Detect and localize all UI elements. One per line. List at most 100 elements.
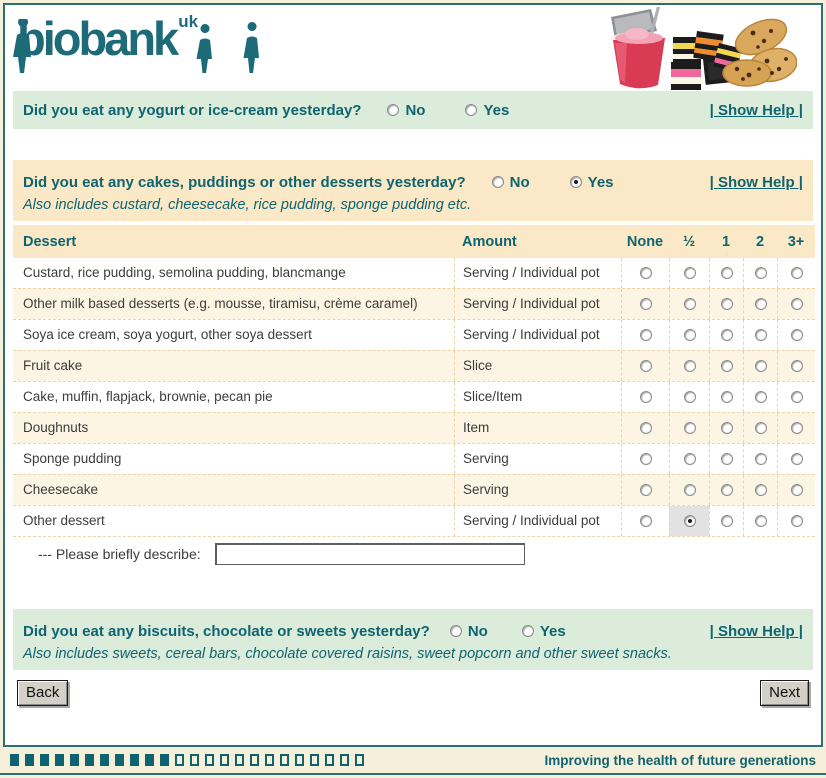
biscuits-yes-radio[interactable] (521, 625, 534, 637)
half-radio[interactable] (683, 453, 696, 465)
one-radio[interactable] (720, 360, 733, 372)
radio-cell-threeplus[interactable] (777, 351, 815, 381)
radio-cell-none[interactable] (621, 413, 669, 443)
two-radio[interactable] (754, 329, 767, 341)
desserts-no-radio[interactable] (491, 176, 504, 188)
two-radio[interactable] (754, 453, 767, 465)
half-radio[interactable] (683, 422, 696, 434)
none-radio[interactable] (639, 391, 652, 403)
radio-cell-half[interactable] (669, 475, 709, 505)
none-radio[interactable] (639, 298, 652, 310)
threeplus-radio[interactable] (790, 391, 803, 403)
half-radio[interactable] (683, 515, 696, 527)
one-radio[interactable] (720, 422, 733, 434)
one-radio[interactable] (720, 453, 733, 465)
yogurt-yes-radio[interactable] (465, 104, 478, 116)
half-radio[interactable] (683, 298, 696, 310)
radio-cell-threeplus[interactable] (777, 475, 815, 505)
radio-cell-none[interactable] (621, 289, 669, 319)
none-radio[interactable] (639, 515, 652, 527)
radio-cell-one[interactable] (709, 382, 743, 412)
half-radio[interactable] (683, 360, 696, 372)
radio-cell-two[interactable] (743, 289, 777, 319)
radio-cell-threeplus[interactable] (777, 258, 815, 288)
biscuits-show-help-link[interactable]: | Show Help | (709, 622, 803, 640)
radio-cell-none[interactable] (621, 382, 669, 412)
radio-cell-none[interactable] (621, 506, 669, 536)
radio-cell-two[interactable] (743, 413, 777, 443)
radio-cell-threeplus[interactable] (777, 506, 815, 536)
radio-cell-half[interactable] (669, 351, 709, 381)
radio-cell-half[interactable] (669, 506, 709, 536)
two-radio[interactable] (754, 515, 767, 527)
radio-cell-two[interactable] (743, 351, 777, 381)
radio-cell-none[interactable] (621, 351, 669, 381)
none-radio[interactable] (639, 267, 652, 279)
describe-input[interactable] (214, 543, 525, 565)
radio-cell-two[interactable] (743, 258, 777, 288)
half-radio[interactable] (683, 267, 696, 279)
threeplus-radio[interactable] (790, 484, 803, 496)
radio-cell-none[interactable] (621, 258, 669, 288)
radio-cell-two[interactable] (743, 444, 777, 474)
back-button[interactable]: Back (17, 680, 69, 706)
radio-cell-one[interactable] (709, 258, 743, 288)
radio-cell-none[interactable] (621, 444, 669, 474)
none-radio[interactable] (639, 360, 652, 372)
radio-cell-threeplus[interactable] (777, 382, 815, 412)
two-radio[interactable] (754, 484, 767, 496)
one-radio[interactable] (720, 391, 733, 403)
radio-cell-half[interactable] (669, 382, 709, 412)
yogurt-yes-option[interactable]: Yes (465, 102, 509, 119)
one-radio[interactable] (720, 515, 733, 527)
radio-cell-one[interactable] (709, 475, 743, 505)
radio-cell-half[interactable] (669, 444, 709, 474)
radio-cell-half[interactable] (669, 320, 709, 350)
radio-cell-two[interactable] (743, 475, 777, 505)
desserts-yes-option[interactable]: Yes (569, 174, 614, 191)
one-radio[interactable] (720, 484, 733, 496)
none-radio[interactable] (639, 484, 652, 496)
desserts-no-option[interactable]: No (491, 174, 530, 191)
one-radio[interactable] (720, 298, 733, 310)
threeplus-radio[interactable] (790, 360, 803, 372)
yogurt-no-radio[interactable] (387, 104, 400, 116)
radio-cell-threeplus[interactable] (777, 289, 815, 319)
half-radio[interactable] (683, 484, 696, 496)
threeplus-radio[interactable] (790, 267, 803, 279)
radio-cell-half[interactable] (669, 258, 709, 288)
yogurt-no-option[interactable]: No (387, 102, 425, 119)
two-radio[interactable] (754, 391, 767, 403)
radio-cell-two[interactable] (743, 382, 777, 412)
biscuits-no-radio[interactable] (449, 625, 462, 637)
radio-cell-one[interactable] (709, 413, 743, 443)
radio-cell-none[interactable] (621, 320, 669, 350)
radio-cell-threeplus[interactable] (777, 444, 815, 474)
half-radio[interactable] (683, 329, 696, 341)
radio-cell-threeplus[interactable] (777, 320, 815, 350)
radio-cell-one[interactable] (709, 289, 743, 319)
none-radio[interactable] (639, 453, 652, 465)
radio-cell-half[interactable] (669, 413, 709, 443)
radio-cell-one[interactable] (709, 351, 743, 381)
radio-cell-threeplus[interactable] (777, 413, 815, 443)
half-radio[interactable] (683, 391, 696, 403)
desserts-show-help-link[interactable]: | Show Help | (709, 173, 803, 191)
radio-cell-two[interactable] (743, 320, 777, 350)
threeplus-radio[interactable] (790, 298, 803, 310)
two-radio[interactable] (754, 422, 767, 434)
biscuits-yes-option[interactable]: Yes (521, 623, 566, 640)
radio-cell-one[interactable] (709, 444, 743, 474)
two-radio[interactable] (754, 267, 767, 279)
threeplus-radio[interactable] (790, 515, 803, 527)
yogurt-show-help-link[interactable]: | Show Help | (709, 101, 803, 119)
radio-cell-one[interactable] (709, 320, 743, 350)
radio-cell-none[interactable] (621, 475, 669, 505)
one-radio[interactable] (720, 267, 733, 279)
threeplus-radio[interactable] (790, 422, 803, 434)
threeplus-radio[interactable] (790, 453, 803, 465)
two-radio[interactable] (754, 298, 767, 310)
one-radio[interactable] (720, 329, 733, 341)
biscuits-no-option[interactable]: No (449, 623, 488, 640)
radio-cell-one[interactable] (709, 506, 743, 536)
